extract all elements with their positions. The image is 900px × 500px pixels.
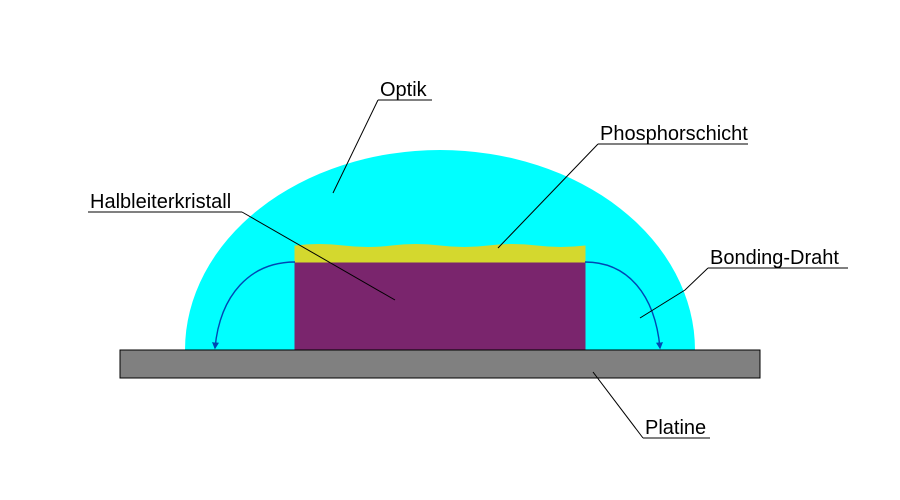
halbleiter-label: Halbleiterkristall: [90, 191, 231, 213]
phosphor-label: Phosphorschicht: [600, 123, 748, 145]
led-cross-section-diagram: Optik Phosphorschicht Halbleiterkristall Bo…: [0, 0, 900, 500]
phosphorschicht: [295, 245, 585, 263]
bonding-label: Bonding-Draht: [710, 247, 839, 269]
halbleiterkristall: [295, 260, 585, 350]
platine-label: Platine: [645, 417, 706, 439]
platine: [120, 350, 760, 378]
optik-label: Optik: [380, 79, 428, 101]
